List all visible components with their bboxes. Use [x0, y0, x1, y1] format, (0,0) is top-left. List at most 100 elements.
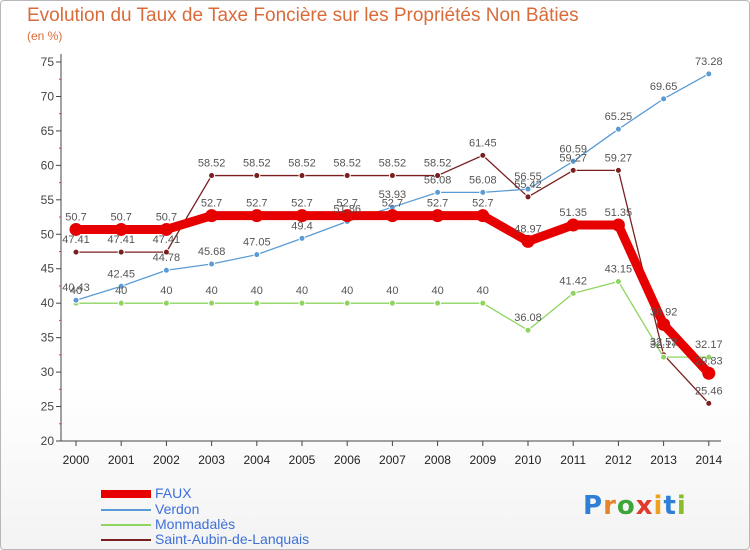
x-tick-label: 2006 [334, 453, 361, 467]
data-point [72, 296, 80, 304]
data-point [434, 299, 442, 307]
x-tick-label: 2009 [469, 453, 496, 467]
data-point [611, 218, 625, 232]
data-label: 29.83 [695, 355, 723, 367]
data-point [162, 266, 170, 274]
data-point [705, 353, 713, 361]
data-label: 47.05 [243, 237, 271, 249]
data-label: 59.27 [559, 152, 587, 164]
legend-label-faux: FAUX [155, 485, 192, 501]
data-label: 58.52 [333, 158, 361, 170]
legend-label-verdon: Verdon [155, 501, 200, 517]
chart-title: Evolution du Taux de Taxe Foncière sur l… [27, 5, 579, 26]
y-tick-label: 40 [41, 296, 55, 310]
data-label: 45.68 [198, 246, 226, 258]
data-label: 58.52 [379, 158, 407, 170]
data-label: 61.45 [469, 137, 497, 149]
proxiti-logo: Proxiti [583, 491, 687, 521]
x-tick-label: 2000 [63, 453, 90, 467]
x-tick-label: 2001 [108, 453, 135, 467]
data-point [614, 166, 622, 174]
series-faux [69, 209, 716, 380]
data-point [117, 248, 125, 256]
data-label: 41.42 [559, 275, 587, 287]
data-label: 40 [160, 285, 172, 297]
data-point [340, 209, 354, 223]
chart-subtitle: (en %) [27, 29, 63, 43]
x-tick-label: 2010 [515, 453, 542, 467]
data-point [479, 188, 487, 196]
x-tick-label: 2003 [198, 453, 225, 467]
data-label: 44.78 [153, 252, 181, 264]
data-point [705, 399, 713, 407]
series-monmadales [72, 277, 713, 361]
data-point [253, 251, 261, 259]
data-label: 40 [341, 285, 353, 297]
data-label: 32.52 [650, 337, 678, 349]
data-label: 40 [70, 285, 82, 297]
legend-label-saint-aubin: Saint-Aubin-de-Lanquais [155, 531, 310, 547]
legend-swatch-monmadales [101, 524, 151, 526]
data-point [431, 209, 445, 223]
data-label: 58.52 [243, 158, 271, 170]
data-label: 69.65 [650, 81, 678, 93]
data-label: 58.52 [424, 158, 452, 170]
data-point [479, 151, 487, 159]
data-label: 36.92 [650, 306, 678, 318]
y-tick-label: 55 [41, 193, 55, 207]
data-point [250, 209, 264, 223]
data-point [208, 299, 216, 307]
x-tick-label: 2014 [695, 453, 722, 467]
data-point [298, 172, 306, 180]
data-point [566, 218, 580, 232]
data-label: 40 [477, 285, 489, 297]
data-point [476, 209, 490, 223]
data-label: 73.28 [695, 56, 723, 68]
data-point [524, 193, 532, 201]
data-label: 55.42 [514, 179, 542, 191]
data-point [388, 299, 396, 307]
data-point [114, 222, 128, 236]
data-point [385, 209, 399, 223]
data-label: 36.08 [514, 312, 542, 324]
data-point [388, 172, 396, 180]
data-label: 65.25 [605, 111, 633, 123]
data-label: 32.17 [695, 339, 723, 351]
data-label: 40 [205, 285, 217, 297]
data-label: 51.35 [605, 207, 633, 219]
data-point [205, 209, 219, 223]
data-point [614, 125, 622, 133]
data-point [479, 299, 487, 307]
data-point [159, 222, 173, 236]
data-label: 43.15 [605, 263, 633, 275]
data-label: 53.93 [379, 189, 407, 201]
data-label: 52.7 [427, 198, 448, 210]
data-point [660, 95, 668, 103]
data-label: 58.52 [288, 158, 316, 170]
x-tick-label: 2012 [605, 453, 632, 467]
data-label: 47.41 [153, 234, 181, 246]
x-tick-label: 2011 [560, 453, 586, 467]
legend-swatch-faux [101, 490, 151, 498]
data-label: 52.7 [201, 198, 222, 210]
data-label: 56.08 [469, 174, 497, 186]
data-point [521, 234, 535, 248]
y-tick-label: 75 [41, 55, 55, 69]
data-point [253, 299, 261, 307]
data-label: 48.97 [514, 223, 542, 235]
series-verdon [72, 70, 713, 304]
data-point [343, 299, 351, 307]
data-label: 40 [431, 285, 443, 297]
data-point [569, 157, 577, 165]
data-point [434, 172, 442, 180]
data-point [434, 188, 442, 196]
data-point [569, 166, 577, 174]
x-tick-label: 2004 [243, 453, 270, 467]
data-label: 50.7 [65, 211, 86, 223]
data-point [524, 185, 532, 193]
data-label: 25.46 [695, 385, 723, 397]
data-point [117, 282, 125, 290]
data-label: 58.52 [198, 158, 226, 170]
y-tick-label: 35 [41, 331, 55, 345]
